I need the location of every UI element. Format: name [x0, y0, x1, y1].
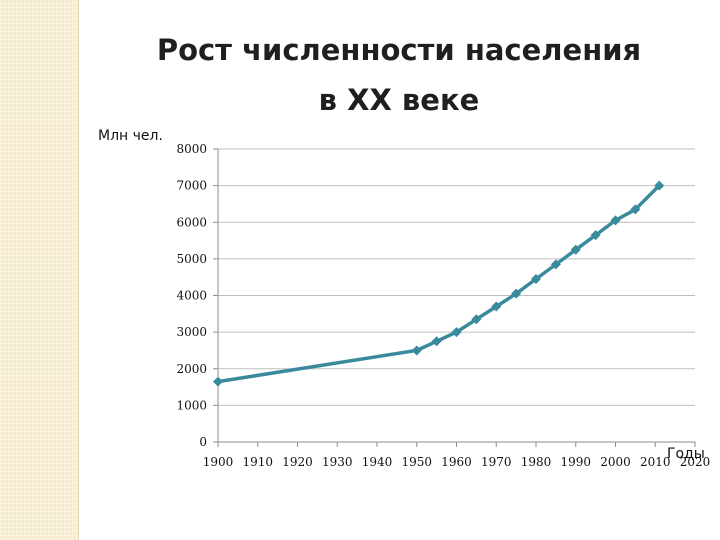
y-tick-label: 6000 [176, 215, 207, 229]
x-tick-label: 2020 [680, 455, 711, 469]
data-point-marker [451, 327, 462, 338]
x-tick-label: 1910 [242, 455, 273, 469]
data-point-marker [570, 244, 581, 255]
x-tick-label: 1940 [362, 455, 393, 469]
data-point-marker [471, 314, 482, 325]
data-point-marker [213, 376, 223, 387]
y-tick-label: 8000 [176, 142, 207, 156]
data-point-marker [654, 180, 665, 191]
x-tick-label: 2000 [600, 455, 631, 469]
data-point-marker [511, 288, 522, 299]
x-tick-label: 2010 [640, 455, 671, 469]
y-tick-label: 7000 [176, 179, 207, 193]
data-point-marker [630, 204, 641, 215]
x-axis-label: Годы [667, 446, 705, 462]
y-tick-label: 4000 [176, 289, 207, 303]
y-tick-label: 1000 [176, 398, 207, 412]
y-axis-label: Млн чел. [98, 128, 163, 144]
chart-title-line2: в XX веке [318, 83, 480, 117]
data-point-marker [411, 345, 422, 356]
data-point-marker [531, 274, 541, 285]
data-point-marker [550, 259, 561, 270]
y-tick-label: 2000 [176, 362, 207, 376]
x-tick-label: 1900 [203, 455, 234, 469]
x-tick-label: 1980 [521, 455, 552, 469]
x-tick-label: 1960 [441, 455, 472, 469]
x-tick-label: 1990 [560, 455, 591, 469]
y-tick-label: 5000 [176, 252, 207, 266]
x-tick-label: 1920 [282, 455, 313, 469]
x-tick-label: 1970 [481, 455, 512, 469]
series-line [217, 184, 661, 384]
x-tick-label: 1950 [401, 455, 432, 469]
y-tick-label: 3000 [176, 325, 207, 339]
data-point-marker [491, 301, 502, 312]
y-tick-label: 0 [199, 435, 207, 449]
data-point-marker [610, 215, 621, 226]
data-point-marker [590, 230, 601, 241]
data-point-marker [431, 336, 442, 347]
x-tick-label: 1930 [322, 455, 353, 469]
chart-title-line1: Рост численности населения [156, 33, 642, 67]
decorative-side-strip [0, 0, 79, 540]
